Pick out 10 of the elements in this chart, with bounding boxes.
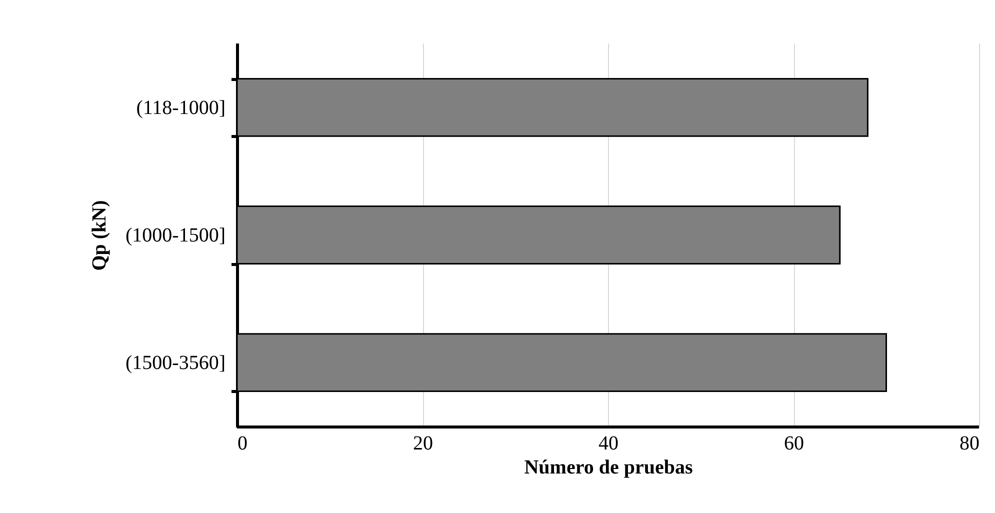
x-tick-label: 60 (784, 432, 804, 454)
y-tick-label: (1000-1500] (126, 224, 226, 246)
x-tick-label: 20 (413, 432, 433, 454)
x-tick-label: 0 (238, 432, 248, 454)
x-tick-label: 40 (598, 432, 618, 454)
x-axis-title: Número de pruebas (524, 456, 693, 478)
y-axis-title: Qp (kN) (88, 200, 111, 271)
y-tick-label: (118-1000] (136, 96, 226, 119)
y-tick-label: (1500-3560] (126, 352, 226, 374)
x-tick-label: 80 (960, 432, 980, 454)
